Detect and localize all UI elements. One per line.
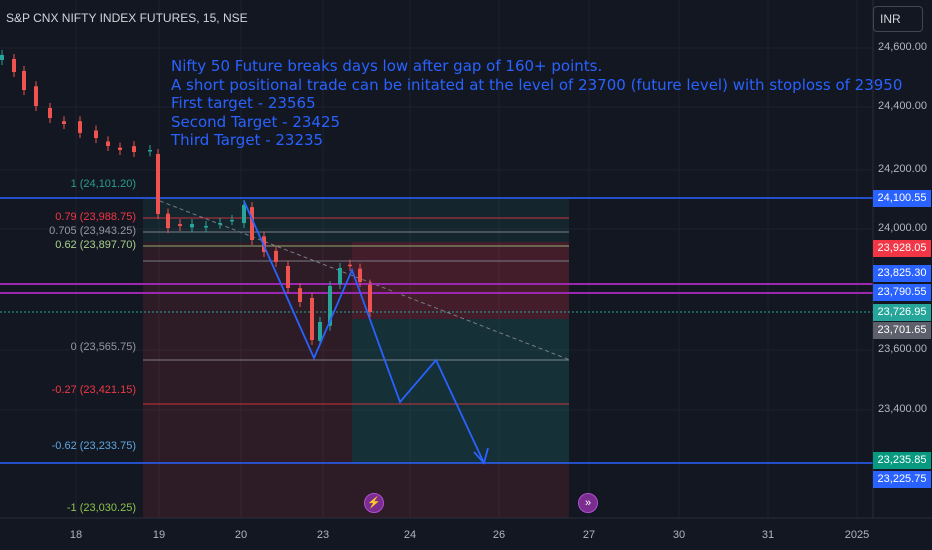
candle-body bbox=[48, 107, 52, 118]
candle-body bbox=[368, 284, 372, 312]
candle-body bbox=[34, 86, 38, 106]
candle-body bbox=[106, 141, 110, 146]
symbol-title: S&P CNX NIFTY INDEX FUTURES, 15, NSE bbox=[6, 11, 248, 25]
price-badge: 24,100.55 bbox=[873, 190, 931, 207]
projection-arrow-head bbox=[473, 447, 489, 465]
candle-body bbox=[230, 220, 234, 222]
time-tick: 19 bbox=[152, 529, 166, 541]
fib-label-1: 1 (24,101.20) bbox=[70, 178, 136, 190]
candle-body bbox=[0, 55, 4, 60]
candle-body bbox=[204, 226, 208, 228]
fib-label-0: 0 (23,565.75) bbox=[70, 341, 136, 353]
projection-path bbox=[243, 200, 485, 464]
fib-label-0.79: 0.79 (23,988.75) bbox=[55, 211, 136, 223]
price-badge: 23,235.85 bbox=[873, 452, 931, 469]
price-badge: 23,225.75 bbox=[873, 471, 931, 488]
fib-label-0.705: 0.705 (23,943.25) bbox=[49, 225, 136, 237]
candle-body bbox=[166, 213, 170, 228]
price-badge: 23,701.65 bbox=[873, 322, 931, 339]
time-tick: 30 bbox=[672, 529, 686, 541]
risk-zone-left bbox=[143, 242, 352, 518]
candle-body bbox=[338, 268, 342, 285]
fast-forward-event-icon[interactable]: » bbox=[578, 493, 598, 513]
time-tick: 20 bbox=[234, 529, 248, 541]
chart-grid bbox=[0, 0, 873, 518]
time-tick: 24 bbox=[403, 529, 417, 541]
fib-label-neg0.27: -0.27 (23,421.15) bbox=[51, 384, 136, 396]
price-tick: 23,400.00 bbox=[878, 403, 927, 415]
candle-body bbox=[242, 205, 246, 224]
trend-dashed-line bbox=[159, 200, 571, 361]
candle-body bbox=[250, 207, 254, 240]
lower-risk-zone bbox=[352, 463, 569, 518]
time-tick: 23 bbox=[316, 529, 330, 541]
candlestick-series bbox=[0, 50, 372, 346]
currency-button[interactable]: INR bbox=[873, 6, 923, 32]
candle-body bbox=[190, 224, 194, 228]
price-tick: 24,400.00 bbox=[878, 100, 927, 112]
annotation-line: A short positional trade can be initated… bbox=[171, 75, 903, 94]
price-tick: 24,000.00 bbox=[878, 222, 927, 234]
candle-body bbox=[156, 153, 160, 214]
candle-body bbox=[62, 121, 66, 124]
candle-body bbox=[132, 146, 136, 152]
fib-label-0.62: 0.62 (23,897.70) bbox=[55, 239, 136, 251]
annotation-line: First target - 23565 bbox=[171, 94, 316, 112]
annotation-line: Third Target - 23235 bbox=[171, 131, 324, 149]
candle-body bbox=[348, 264, 352, 267]
candle-body bbox=[78, 121, 82, 133]
price-badge: 23,928.05 bbox=[873, 240, 931, 257]
price-tick: 23,600.00 bbox=[878, 343, 927, 355]
candle-body bbox=[358, 268, 362, 282]
annotation-line: Second Target - 23425 bbox=[171, 112, 341, 131]
lightning-event-icon[interactable]: ⚡ bbox=[364, 493, 384, 513]
price-tick: 24,200.00 bbox=[878, 163, 927, 175]
time-tick: 27 bbox=[582, 529, 596, 541]
annotation-line: Nifty 50 Future breaks days low after ga… bbox=[171, 57, 603, 75]
candle-body bbox=[274, 250, 278, 262]
fib-label-neg0.62: -0.62 (23,233.75) bbox=[51, 440, 136, 452]
price-tick: 24,600.00 bbox=[878, 41, 927, 53]
price-badge: 23,790.55 bbox=[873, 284, 931, 301]
candle-body bbox=[298, 288, 302, 302]
fib-label-neg1: -1 (23,030.25) bbox=[66, 502, 136, 514]
candle-body bbox=[12, 58, 16, 72]
candle-body bbox=[218, 223, 222, 225]
candle-body bbox=[328, 286, 332, 326]
time-tick: 18 bbox=[69, 529, 83, 541]
fib-zone-top bbox=[143, 198, 569, 242]
candle-body bbox=[94, 130, 98, 138]
candle-body bbox=[178, 224, 182, 226]
candle-body bbox=[22, 70, 26, 90]
candle-body bbox=[318, 322, 322, 341]
time-tick: 2025 bbox=[844, 529, 870, 541]
chart-annotation: Nifty 50 Future breaks days low after ga… bbox=[171, 57, 902, 150]
price-badge: 23,825.30 bbox=[873, 265, 931, 282]
stop-zone bbox=[352, 242, 569, 319]
reward-zone bbox=[352, 319, 569, 463]
candle-body bbox=[310, 298, 314, 340]
time-tick: 31 bbox=[761, 529, 775, 541]
time-tick: 26 bbox=[492, 529, 506, 541]
candle-body bbox=[118, 147, 122, 150]
price-badge: 23,726.95 bbox=[873, 304, 931, 321]
candle-body bbox=[286, 265, 290, 288]
candle-body bbox=[148, 150, 152, 152]
